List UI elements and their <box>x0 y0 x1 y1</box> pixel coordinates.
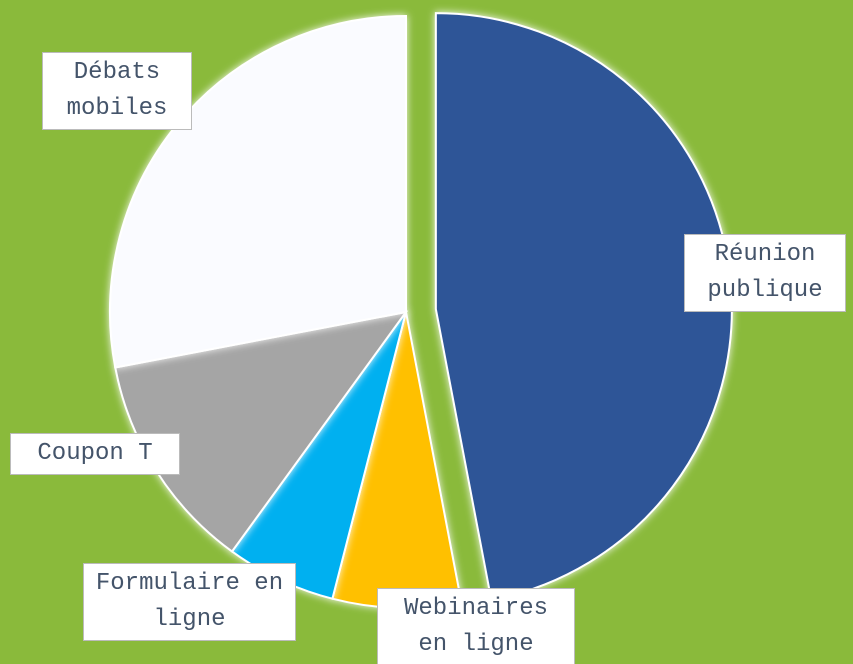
slice-label: Formulaire en ligne <box>83 563 296 641</box>
slice-label: Coupon T <box>10 433 180 475</box>
slice-label: Webinaires en ligne <box>377 588 575 664</box>
slice-label: Débats mobiles <box>42 52 192 130</box>
slice-label: Réunion publique <box>684 234 846 312</box>
